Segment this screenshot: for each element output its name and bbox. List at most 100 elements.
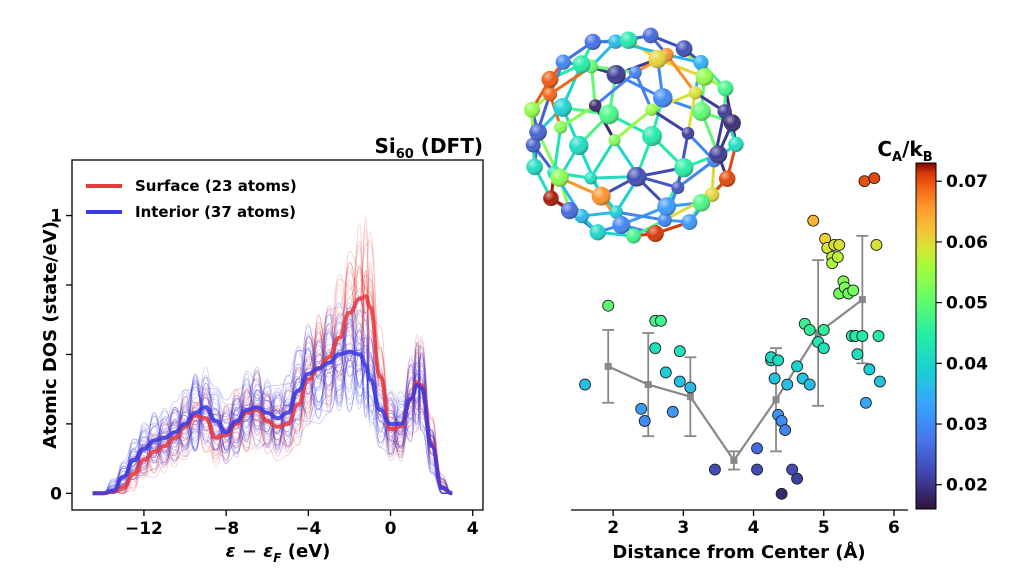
mean-marker: [858, 296, 866, 304]
cluster-atom: [541, 70, 559, 88]
scatter-x-tick-label: 6: [888, 518, 900, 538]
cluster-bond: [589, 139, 616, 179]
cluster-atom: [692, 193, 711, 212]
scatter-point: [859, 396, 872, 409]
cluster-bond: [552, 126, 563, 173]
cluster-atom: [606, 64, 626, 85]
cluster-atom: [553, 98, 572, 117]
scatter-point: [708, 463, 721, 476]
mean-marker: [604, 362, 612, 370]
dos-x-ticks: −12 −8 −4 0 4: [125, 510, 479, 539]
cluster-atom: [695, 68, 714, 86]
scatter-x-tick-label: 5: [818, 518, 830, 538]
dos-ensemble-line: [92, 313, 453, 494]
cluster-atom: [681, 126, 695, 140]
scatter-point: [673, 345, 686, 358]
dos-ensemble-line: [92, 232, 453, 494]
cluster-atom: [717, 104, 732, 119]
dos-ensemble-line: [92, 307, 453, 494]
scatter-point: [768, 372, 781, 385]
cluster-atom: [554, 120, 568, 134]
dos-series-surface: [92, 294, 453, 496]
cluster-bond: [676, 159, 716, 189]
dos-panel: −12 −8 −4 0 4 01 Si60 (DFT) ε − εF (eV) Atom…: [40, 134, 484, 565]
dos-ensemble-line: [92, 270, 453, 494]
cluster-bond: [594, 71, 637, 107]
scatter-point: [872, 330, 885, 342]
scatter-point: [781, 378, 794, 391]
cluster-atom: [543, 190, 559, 207]
scatter-point: [791, 472, 804, 485]
scatter-point: [673, 375, 686, 388]
cluster-bond: [650, 91, 696, 112]
cluster-atom: [525, 137, 541, 153]
scatter-point: [831, 251, 844, 264]
cluster-atom: [657, 213, 672, 228]
dos-ensemble-line: [92, 347, 453, 494]
mean-marker: [686, 393, 694, 401]
scatter-point: [807, 214, 820, 227]
mean-marker: [644, 381, 652, 389]
dos-y-axis-label: Atomic DOS (state/eV): [40, 221, 61, 449]
cluster-atom: [688, 86, 702, 100]
cluster-atom: [692, 102, 711, 121]
cluster-atom: [728, 136, 744, 153]
cluster-atom: [608, 134, 621, 147]
dos-ensemble-line: [92, 240, 453, 494]
cluster-atom: [584, 171, 598, 185]
scatter-point: [772, 354, 785, 367]
scatter-point: [868, 172, 881, 185]
cluster-atom: [628, 65, 642, 79]
scatter-point: [851, 348, 864, 361]
cluster-bond: [633, 71, 653, 111]
dos-ensemble-line: [92, 336, 453, 494]
cluster-atom: [675, 40, 693, 58]
colorbar-tick-label: 0.03: [946, 415, 988, 435]
cluster-bond: [559, 104, 597, 129]
scatter-point: [666, 405, 679, 418]
cluster-atom: [646, 225, 664, 242]
scatter-point: [847, 284, 860, 297]
cluster-atom: [555, 54, 571, 70]
scatter-point: [803, 378, 816, 391]
dos-x-tick-label: 4: [467, 519, 479, 539]
dos-ensemble-line: [92, 295, 453, 494]
cluster-atom: [645, 103, 658, 116]
scatter-point: [649, 342, 662, 355]
dos-x-tick-label: −12: [125, 519, 163, 539]
scatter-x-tick-label: 3: [677, 518, 689, 538]
dos-ensemble-line: [92, 261, 453, 494]
dos-ensemble-line: [92, 323, 453, 494]
cluster-bond: [650, 108, 689, 135]
scatter-point: [817, 323, 830, 336]
cluster-atom: [599, 104, 619, 125]
cluster-bond: [613, 108, 653, 142]
dos-y-ticks: 01: [50, 207, 72, 504]
colorbar-tick-label: 0.07: [946, 172, 988, 192]
scatter-point: [775, 487, 788, 500]
scatter-point: [863, 363, 876, 376]
dos-x-tick-label: 0: [385, 519, 397, 539]
scatter-point: [856, 330, 869, 342]
cluster-bond: [665, 53, 697, 94]
dos-legend: Surface (23 atoms) Interior (37 atoms): [86, 177, 297, 221]
cluster-atom: [718, 170, 736, 187]
colorbar-tick-label: 0.05: [946, 294, 988, 314]
scatter-point: [817, 342, 830, 355]
cluster-atom: [608, 34, 623, 49]
cluster-atom: [619, 31, 638, 49]
cluster-atom: [642, 27, 659, 44]
dos-ensemble-line: [92, 310, 453, 494]
cluster-atom: [657, 197, 676, 216]
dos-series-interior: [92, 349, 453, 496]
dos-ensemble-line: [92, 331, 453, 494]
scatter-point: [858, 175, 871, 188]
colorbar-label: CA/kB: [877, 137, 932, 165]
scatter-point: [654, 314, 667, 327]
cluster-atom: [626, 166, 647, 187]
dos-ensemble-line: [92, 271, 453, 494]
scatter-point: [791, 360, 804, 373]
mean-marker: [730, 456, 738, 464]
cluster-atom: [648, 49, 667, 69]
dos-y-tick-label: 0: [50, 484, 62, 504]
